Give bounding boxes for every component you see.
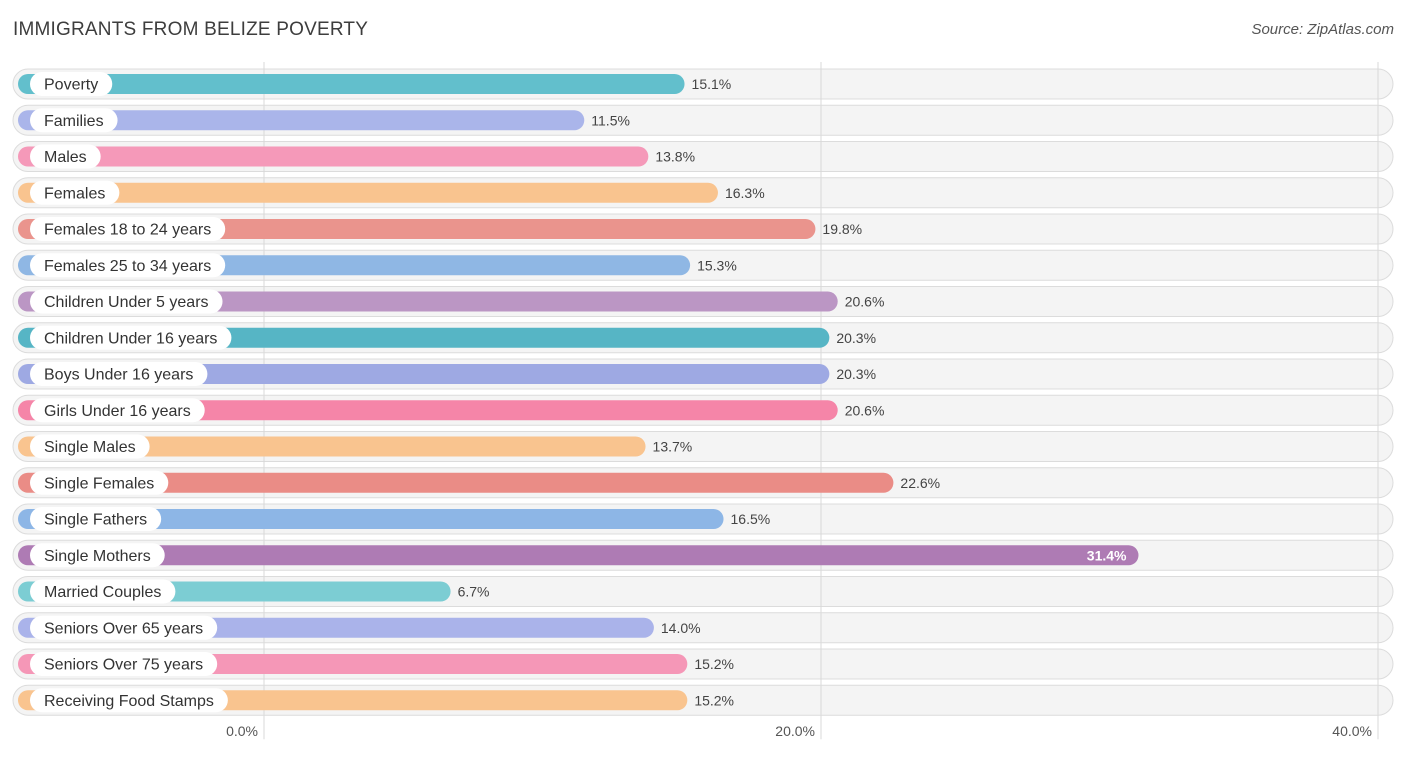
bar: [18, 400, 838, 421]
category-label: Girls Under 16 years: [44, 403, 191, 420]
category-label: Males: [44, 149, 87, 166]
bar: [18, 110, 585, 131]
category-label-pill: [30, 579, 176, 604]
bar-group: Married Couples 6.7%: [18, 579, 490, 604]
value-label: 19.8%: [822, 221, 862, 237]
x-tick-label: 20.0%: [775, 723, 815, 739]
value-label: 20.3%: [836, 366, 876, 382]
bar-group: Single Males 13.7%: [18, 434, 693, 459]
category-label: Children Under 16 years: [44, 330, 217, 347]
category-label: Families: [44, 113, 104, 130]
x-tick-label: 40.0%: [1332, 723, 1372, 739]
bar-group: Poverty 15.1%: [18, 72, 731, 96]
bar-group: Single Mothers 31.4%: [18, 543, 1139, 568]
category-label-pill: [30, 688, 228, 713]
category-label: Receiving Food Stamps: [44, 693, 214, 710]
category-label: Boys Under 16 years: [44, 367, 193, 384]
category-label-pill: [30, 144, 101, 169]
category-label: Single Fathers: [44, 512, 147, 529]
value-label: 14.0%: [661, 620, 701, 636]
category-label: Single Females: [44, 475, 154, 492]
bar: [18, 146, 649, 167]
category-label-pill: [30, 507, 162, 531]
value-label: 15.2%: [694, 692, 734, 708]
value-label: 31.4%: [1087, 547, 1127, 563]
value-label: 11.5%: [591, 112, 630, 128]
category-label-pill: [30, 217, 226, 241]
bar-group: Females 18 to 24 years 19.8%: [18, 217, 862, 241]
category-label: Females 25 to 34 years: [44, 258, 211, 275]
value-label: 15.2%: [694, 656, 734, 672]
bar-group: Single Females 22.6%: [18, 470, 940, 495]
bar: [18, 509, 724, 529]
category-label-pill: [30, 470, 169, 495]
value-label: 20.6%: [845, 402, 885, 418]
category-label: Females: [44, 185, 105, 202]
category-label-pill: [30, 180, 120, 205]
category-label-pill: [30, 434, 150, 459]
bar-group: Families 11.5%: [18, 108, 630, 133]
value-label: 16.5%: [731, 511, 771, 527]
bar-group: Females 16.3%: [18, 180, 765, 205]
bar: [18, 182, 718, 203]
category-label: Seniors Over 75 years: [44, 657, 203, 674]
category-label-pill: [30, 72, 113, 96]
x-tick-label: 0.0%: [226, 723, 258, 739]
category-label: Poverty: [44, 77, 98, 94]
bar: [18, 472, 894, 493]
category-label-pill: [30, 398, 205, 423]
category-label-pill: [30, 253, 226, 278]
value-label: 13.8%: [655, 149, 695, 165]
category-label-pill: [30, 325, 232, 350]
bar-group: Girls Under 16 years 20.6%: [18, 398, 885, 423]
bar-group: Boys Under 16 years 20.3%: [18, 362, 876, 386]
value-label: 20.3%: [836, 330, 876, 346]
bar-group: Seniors Over 75 years 15.2%: [18, 652, 734, 676]
bar-group: Single Fathers 16.5%: [18, 507, 770, 531]
category-label: Children Under 5 years: [44, 294, 209, 311]
category-label-pill: [30, 652, 218, 676]
category-label: Single Mothers: [44, 548, 151, 565]
bar: [18, 291, 838, 312]
category-label: Single Males: [44, 439, 136, 456]
category-label-pill: [30, 615, 218, 640]
value-label: 16.3%: [725, 185, 765, 201]
bar: [18, 364, 830, 384]
category-label-pill: [30, 108, 118, 133]
value-label: 22.6%: [900, 475, 940, 491]
bar-group: Females 25 to 34 years 15.3%: [18, 253, 737, 278]
value-label: 20.6%: [845, 294, 885, 310]
value-label: 15.1%: [692, 76, 732, 92]
bar: [18, 436, 646, 457]
value-label: 13.7%: [653, 439, 693, 455]
chart-title: IMMIGRANTS FROM BELIZE POVERTY: [13, 19, 369, 40]
category-label-pill: [30, 543, 165, 568]
bar: [18, 545, 1139, 566]
category-label: Seniors Over 65 years: [44, 620, 203, 637]
bar-group: Seniors Over 65 years 14.0%: [18, 615, 701, 640]
category-label: Females 18 to 24 years: [44, 222, 211, 239]
value-label: 15.3%: [697, 257, 737, 273]
bar-group: Children Under 16 years 20.3%: [18, 325, 876, 350]
chart-source: Source: ZipAtlas.com: [1251, 21, 1394, 38]
bar: [18, 74, 685, 94]
bar-group: Receiving Food Stamps 15.2%: [18, 688, 734, 713]
bar-group: Males 13.8%: [18, 144, 695, 169]
category-label-pill: [30, 362, 208, 386]
category-label: Married Couples: [44, 584, 161, 601]
category-label-pill: [30, 289, 223, 314]
value-label: 6.7%: [458, 584, 490, 600]
bar-group: Children Under 5 years 20.6%: [18, 289, 885, 314]
